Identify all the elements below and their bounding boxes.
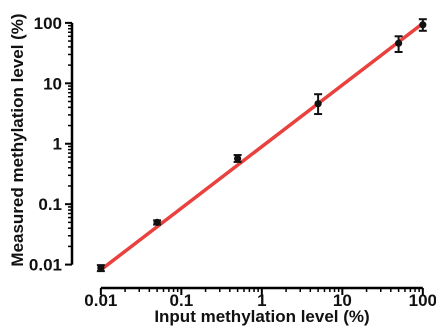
fit-line bbox=[99, 21, 425, 272]
tick-labels: 0.01 0.1 1 10 100 0.01 0.1 1 10 100 bbox=[29, 14, 436, 310]
y-tick-label: 1 bbox=[53, 135, 62, 154]
y-tick-label: 0.1 bbox=[38, 195, 62, 214]
y-tick-label: 0.01 bbox=[29, 256, 62, 275]
x-tick-label: 10 bbox=[333, 291, 352, 310]
data-points bbox=[96, 18, 427, 273]
data-point bbox=[153, 218, 161, 226]
data-point bbox=[314, 100, 322, 108]
chart-axes bbox=[65, 21, 424, 295]
x-tick-label: 1 bbox=[257, 291, 266, 310]
data-point bbox=[234, 154, 242, 163]
y-tick-label: 10 bbox=[43, 74, 62, 93]
x-tick-label: 0.01 bbox=[84, 291, 117, 310]
data-point bbox=[419, 21, 427, 29]
data-point bbox=[97, 264, 105, 272]
x-tick-label: 0.1 bbox=[170, 291, 194, 310]
fit-line-group bbox=[99, 21, 425, 272]
x-tick-label: 100 bbox=[409, 291, 436, 310]
x-axis-title: Input methylation level (%) bbox=[154, 307, 369, 326]
y-tick-label: 100 bbox=[34, 14, 62, 33]
y-axis-title: Measured methylation level (%) bbox=[8, 13, 27, 266]
data-point bbox=[394, 39, 403, 47]
